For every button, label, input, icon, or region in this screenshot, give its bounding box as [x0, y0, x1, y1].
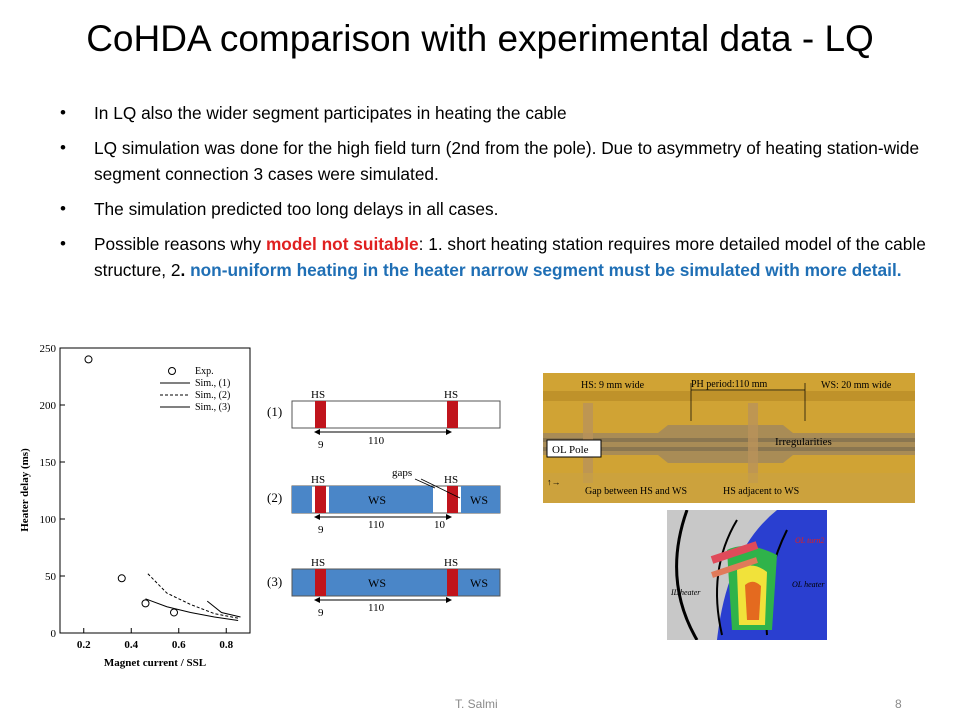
bullet-4-highlight-red: model not suitable — [265, 234, 419, 254]
case-2-ws-right-label: WS — [470, 493, 488, 507]
photo-irregularities: Irregularities — [775, 436, 832, 448]
heater-schematic: (1) HS HS 110 9 (2) HS HS gaps WS WS 110… — [267, 389, 501, 619]
case-1-period: 110 — [368, 435, 385, 447]
y-tick-label: 100 — [40, 514, 57, 526]
bullet-4-text: Possible reasons why — [94, 234, 266, 254]
sim-series-line-1 — [145, 598, 239, 621]
case-1-label: (1) — [267, 404, 282, 419]
case-2-ws-mid-label: WS — [368, 493, 386, 507]
case-1-strip — [291, 400, 501, 429]
bullet-1: In LQ also the wider segment participate… — [60, 100, 930, 126]
bullet-4-text-mid: : 1. short heating station requires more… — [94, 234, 926, 280]
case-2-ws-right — [461, 486, 500, 513]
y-tick-label: 150 — [40, 457, 57, 469]
case-3-hs-right: HS — [444, 557, 458, 569]
x-tick-label: 0.2 — [77, 639, 91, 651]
photo-gap-label: Gap between HS and WS — [585, 486, 687, 497]
exp-data-point — [170, 608, 178, 617]
case-3-ws-right-label: WS — [470, 576, 488, 590]
case-3-hs-left-segment — [315, 569, 326, 596]
y-tick-label: 250 — [40, 343, 57, 355]
photo-period: PH period:110 mm — [691, 379, 768, 390]
legend-exp: Exp. — [195, 366, 214, 377]
case-2-label: (2) — [267, 490, 282, 505]
case-2-hs-gap: 9 — [318, 524, 324, 536]
case-3-hs-left: HS — [311, 557, 325, 569]
y-tick-label: 50 — [45, 571, 57, 583]
case-1-hs-left-segment — [315, 401, 326, 428]
case-1: (1) HS HS 110 9 — [267, 389, 501, 451]
sim-series-line-3 — [206, 600, 241, 618]
exp-data-point — [117, 574, 126, 583]
photo-axis-icon: ↑→ — [547, 477, 561, 487]
plot-legend: Exp. Sim., (1) Sim., (2) Sim., (3) — [160, 366, 230, 413]
case-1-hs-gap: 9 — [318, 439, 324, 451]
case-2-hs-left-segment — [315, 486, 326, 513]
case-3-hs-gap: 9 — [318, 607, 324, 619]
case-2-hs-left: HS — [311, 474, 325, 486]
case-3-label: (3) — [267, 574, 282, 589]
exp-data-point — [141, 599, 150, 608]
sim-ol-heater: OL heater — [792, 580, 825, 589]
case-2-hs-right-segment — [447, 486, 458, 513]
y-tick-label: 0 — [51, 628, 57, 640]
case-3-hs-right-segment — [447, 569, 458, 596]
case-2-ws-gap: 10 — [434, 519, 446, 531]
legend-sim3: Sim., (3) — [195, 402, 230, 413]
y-tick-label: 200 — [40, 400, 57, 412]
sim-ol-turn2: OL turn2 — [795, 536, 824, 545]
case-2-gaps-label: gaps — [392, 467, 412, 479]
sim-il-heater: IL heater — [670, 588, 701, 597]
exp-data-point — [84, 355, 93, 364]
case-3-period: 110 — [368, 602, 385, 614]
case-3: (3) HS HS WS WS 110 9 — [267, 557, 501, 619]
bullet-4: Possible reasons why model not suitable:… — [60, 231, 930, 283]
sim-series-line-2 — [147, 573, 239, 619]
case-2-hs-right: HS — [444, 474, 458, 486]
photo-ws-width: WS: 20 mm wide — [821, 380, 892, 391]
bullet-4-dot: . — [180, 260, 191, 280]
slide-title: CoHDA comparison with experimental data … — [86, 18, 874, 59]
legend-sim2: Sim., (2) — [195, 390, 230, 401]
heater-strip-photo: HS: 9 mm wide PH period:110 mm WS: 20 mm… — [543, 373, 915, 503]
footer-page-number: 8 — [895, 697, 902, 711]
bullet-3: The simulation predicted too long delays… — [60, 196, 930, 222]
x-tick-label: 0.4 — [124, 639, 138, 651]
case-2-ws-mid — [329, 486, 433, 513]
bullet-2: LQ simulation was done for the high fiel… — [60, 135, 930, 187]
legend-marker-exp — [168, 367, 176, 375]
simulation-image: OL turn2 OL heater IL heater — [667, 510, 827, 640]
case-2-period: 110 — [368, 519, 385, 531]
case-2: (2) HS HS gaps WS WS 110 10 9 — [267, 467, 501, 536]
case-3-ws-mid-label: WS — [368, 576, 386, 590]
case-1-hs-right-segment — [447, 401, 458, 428]
case-1-hs-left: HS — [311, 389, 325, 401]
x-tick-label: 0.6 — [172, 639, 186, 651]
case-1-hs-right: HS — [444, 389, 458, 401]
case-3-strip — [291, 568, 501, 597]
x-axis-label: Magnet current / SSL — [104, 657, 206, 669]
legend-sim1: Sim., (1) — [195, 378, 230, 389]
bullet-list: In LQ also the wider segment participate… — [60, 100, 930, 292]
y-axis-label: Heater delay (ms) — [19, 448, 31, 532]
case-2-ws-left — [292, 486, 312, 513]
bullet-4-highlight-blue: non-uniform heating in the heater narrow… — [190, 260, 902, 280]
photo-hs-adjacent: HS adjacent to WS — [723, 486, 799, 497]
photo-hs-width: HS: 9 mm wide — [581, 380, 645, 391]
footer-author: T. Salmi — [455, 697, 498, 711]
photo-ol-pole: OL Pole — [552, 444, 589, 456]
x-tick-label: 0.8 — [219, 639, 233, 651]
heater-delay-plot: 0 50 100 150 200 250 0.2 0.4 0.6 0.8 Heater delay… — [19, 343, 251, 669]
